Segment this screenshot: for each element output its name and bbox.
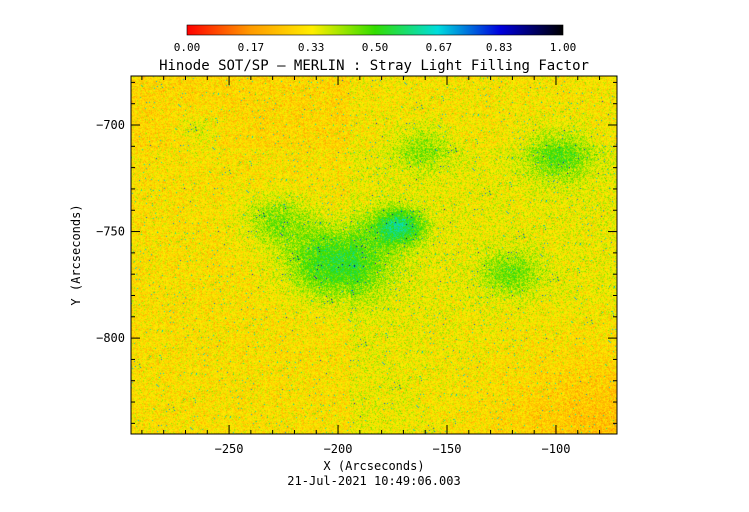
y-axis-label: Y (Arcseconds) bbox=[69, 204, 83, 305]
y-tick-label: −800 bbox=[96, 331, 125, 345]
chart-title: Hinode SOT/SP – MERLIN : Stray Light Fil… bbox=[159, 58, 589, 74]
colorbar-gradient bbox=[186, 24, 564, 36]
colorbar-tick-label: 1.00 bbox=[550, 41, 577, 54]
x-tick-label: −200 bbox=[324, 442, 353, 456]
colorbar: 0.00 0.17 0.33 0.50 0.67 0.83 1.00 bbox=[174, 24, 577, 54]
timestamp-footer: 21-Jul-2021 10:49:06.003 bbox=[287, 474, 460, 488]
colorbar-ticks: 0.00 0.17 0.33 0.50 0.67 0.83 1.00 bbox=[174, 41, 577, 54]
colorbar-tick-label: 0.83 bbox=[486, 41, 513, 54]
colorbar-tick-label: 0.33 bbox=[298, 41, 325, 54]
y-tick-label: −750 bbox=[96, 225, 125, 239]
y-axis: −700 −750 −800 bbox=[96, 81, 617, 424]
colorbar-tick-label: 0.00 bbox=[174, 41, 201, 54]
x-tick-label: −150 bbox=[433, 442, 462, 456]
colorbar-tick-label: 0.50 bbox=[362, 41, 389, 54]
x-tick-label: −250 bbox=[215, 442, 244, 456]
x-axis-label: X (Arcseconds) bbox=[323, 459, 424, 473]
colorbar-tick-label: 0.17 bbox=[238, 41, 265, 54]
x-axis: −250 −200 −150 −100 bbox=[141, 76, 601, 456]
colorbar-tick-label: 0.67 bbox=[426, 41, 453, 54]
heatmap-image bbox=[131, 76, 617, 434]
x-tick-label: −100 bbox=[542, 442, 571, 456]
plot-frame bbox=[130, 75, 618, 435]
y-tick-label: −700 bbox=[96, 118, 125, 132]
